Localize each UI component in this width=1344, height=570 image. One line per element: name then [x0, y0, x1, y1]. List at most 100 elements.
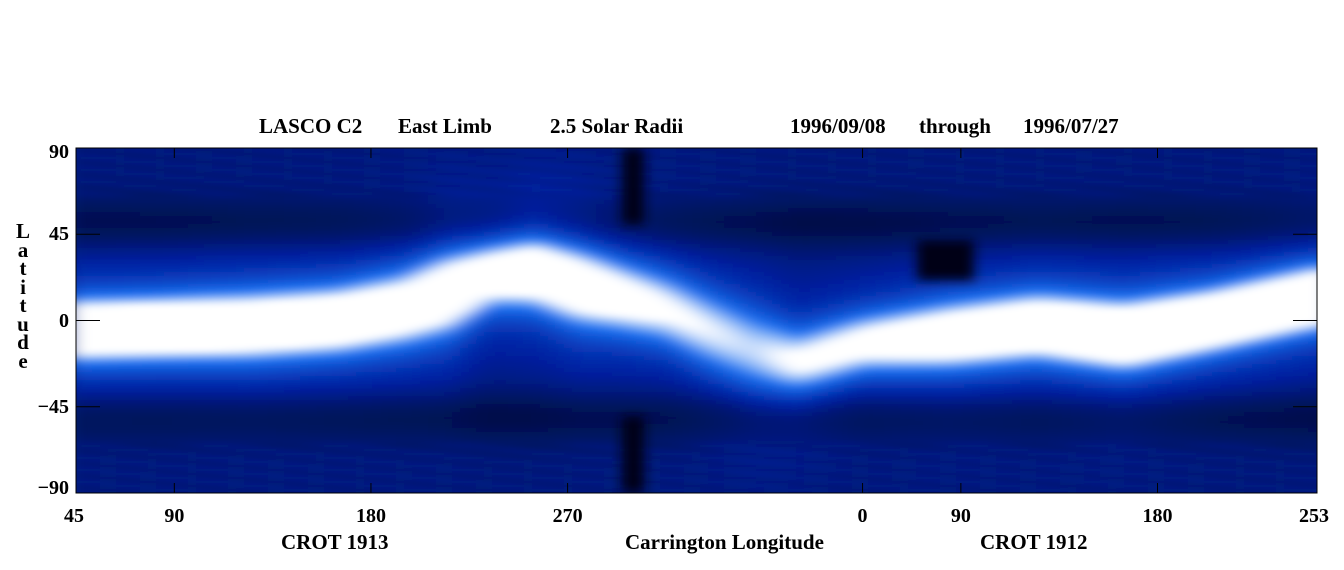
heatmap-cell	[396, 356, 405, 361]
heatmap-cell	[124, 480, 133, 485]
heatmap-cell	[76, 396, 85, 401]
heatmap-cell	[76, 444, 85, 449]
heatmap-cell	[124, 416, 133, 421]
heatmap-cell	[268, 316, 277, 321]
heatmap-cell	[204, 448, 213, 453]
heatmap-cell	[372, 420, 381, 425]
heatmap-cell	[380, 284, 389, 289]
heatmap-cell	[324, 428, 333, 433]
heatmap-cell	[164, 320, 173, 325]
heatmap-cell	[284, 180, 293, 185]
heatmap-cell	[244, 248, 253, 253]
heatmap-cell	[124, 424, 133, 429]
heatmap-cell	[164, 304, 173, 309]
heatmap-cell	[404, 336, 413, 341]
heatmap-cell	[404, 356, 413, 361]
heatmap-cell	[180, 148, 189, 153]
heatmap-cell	[364, 384, 373, 389]
heatmap-cell	[372, 484, 381, 489]
heatmap-cell	[92, 148, 101, 153]
heatmap-cell	[164, 388, 173, 393]
heatmap-cell	[212, 468, 221, 473]
heatmap-cell	[156, 408, 165, 413]
heatmap-cell	[332, 484, 341, 489]
heatmap-cell	[228, 476, 237, 481]
heatmap-cell	[388, 312, 397, 317]
heatmap-cell	[316, 180, 325, 185]
heatmap-cell	[84, 376, 93, 381]
heatmap-cell	[196, 292, 205, 297]
heatmap-cell	[388, 236, 397, 241]
heatmap-cell	[324, 496, 333, 501]
heatmap-cell	[220, 400, 229, 405]
heatmap-cell	[180, 380, 189, 385]
heatmap-cell	[340, 312, 349, 317]
heatmap-cell	[340, 148, 349, 153]
heatmap-cell	[292, 364, 301, 369]
heatmap-cell	[108, 432, 117, 437]
heatmap-cell	[100, 372, 109, 377]
heatmap-cell	[140, 224, 149, 229]
heatmap-cell	[92, 360, 101, 365]
heatmap-cell	[276, 196, 285, 201]
heatmap-cell	[316, 324, 325, 329]
heatmap-cell	[108, 292, 117, 297]
heatmap-cell	[100, 288, 109, 293]
heatmap-cell	[204, 380, 213, 385]
heatmap-cell	[220, 312, 229, 317]
heatmap-cell	[196, 312, 205, 317]
heatmap-cell	[164, 268, 173, 273]
heatmap-cell	[100, 196, 109, 201]
heatmap-cell	[364, 404, 373, 409]
heatmap-cell	[116, 200, 125, 205]
heatmap-cell	[204, 404, 213, 409]
heatmap-cell	[124, 332, 133, 337]
heatmap-cell	[308, 440, 317, 445]
heatmap-cell	[356, 408, 365, 413]
heatmap-cell	[356, 388, 365, 393]
heatmap-cell	[372, 308, 381, 313]
heatmap-cell	[140, 240, 149, 245]
heatmap-cell	[204, 252, 213, 257]
heatmap-cell	[276, 452, 285, 457]
heatmap-cell	[108, 340, 117, 345]
heatmap-cell	[196, 468, 205, 473]
heatmap-cell	[84, 160, 93, 165]
heatmap-cell	[364, 188, 373, 193]
heatmap-cell	[172, 408, 181, 413]
heatmap-cell	[156, 388, 165, 393]
heatmap-cell	[116, 412, 125, 417]
heatmap-cell	[188, 272, 197, 277]
heatmap-cell	[284, 480, 293, 485]
heatmap-cell	[300, 228, 309, 233]
heatmap-cell	[156, 316, 165, 321]
heatmap-cell	[316, 232, 325, 237]
heatmap-cell	[92, 344, 101, 349]
heatmap-cell	[356, 444, 365, 449]
heatmap-cell	[300, 296, 309, 301]
heatmap-cell	[316, 352, 325, 357]
heatmap-cell	[412, 168, 421, 173]
heatmap-cell	[260, 248, 269, 253]
heatmap-cell	[116, 380, 125, 385]
heatmap-cell	[148, 480, 157, 485]
heatmap-cell	[108, 440, 117, 445]
heatmap-cell	[444, 496, 453, 501]
heatmap-cell	[332, 228, 341, 233]
heatmap-cell	[180, 160, 189, 165]
heatmap-cell	[276, 464, 285, 469]
heatmap-cell	[300, 188, 309, 193]
heatmap-cell	[260, 180, 269, 185]
heatmap-cell	[180, 324, 189, 329]
heatmap-cell	[388, 380, 397, 385]
heatmap-cell	[148, 460, 157, 465]
heatmap-cell	[364, 248, 373, 253]
heatmap-cell	[308, 420, 317, 425]
heatmap-cell	[204, 384, 213, 389]
heatmap-cell	[316, 268, 325, 273]
heatmap-cell	[316, 364, 325, 369]
heatmap-cell	[380, 440, 389, 445]
heatmap-cell	[396, 208, 405, 213]
heatmap-cell	[212, 208, 221, 213]
heatmap-cell	[260, 152, 269, 157]
